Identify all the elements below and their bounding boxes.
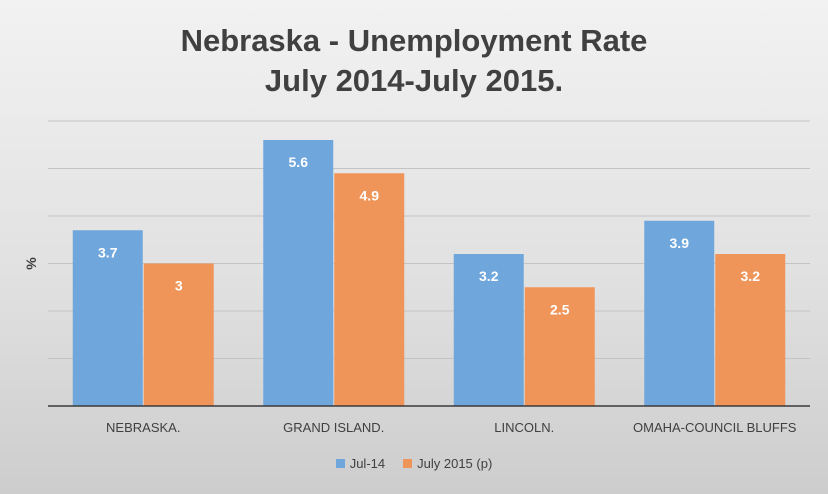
data-label: 2.5	[550, 301, 570, 317]
legend-item-july-2015: July 2015 (p)	[403, 456, 492, 471]
category-label: NEBRASKA.	[106, 420, 180, 435]
data-label: 3.2	[479, 268, 499, 284]
category-label: GRAND ISLAND.	[283, 420, 384, 435]
category-labels-group: NEBRASKA. GRAND ISLAND. LINCOLN. OMAHA-COUN…	[106, 420, 797, 435]
bar-july-2015-2	[524, 287, 595, 406]
legend-label-july-2015: July 2015 (p)	[417, 456, 493, 471]
bar-july-2015-1	[334, 173, 405, 406]
legend: Jul-14 July 2015 (p)	[0, 456, 828, 471]
bar-jul-14-0	[72, 230, 143, 406]
bar-july-2015-0	[143, 263, 214, 406]
category-label: OMAHA-COUNCIL BLUFFS	[633, 420, 797, 435]
data-label: 3.9	[670, 235, 690, 251]
y-axis-label: %	[23, 257, 39, 270]
bar-jul-14-3	[644, 220, 715, 406]
chart-title: Nebraska - Unemployment Rate	[180, 23, 648, 58]
bar-jul-14-1	[263, 140, 334, 406]
legend-item-jul-14: Jul-14	[335, 456, 386, 471]
category-label: LINCOLN.	[494, 420, 554, 435]
bar-jul-14-2	[453, 254, 524, 406]
data-label: 3.7	[98, 244, 118, 260]
bars-group	[72, 140, 786, 406]
legend-label-jul-14: Jul-14	[349, 456, 386, 471]
data-label: 4.9	[360, 187, 380, 203]
legend-swatch-july-2015	[403, 459, 413, 468]
data-labels-group: 3.7 3 5.6 4.9 3.2 2.5 3.9 3.2	[98, 154, 760, 317]
chart-subtitle: July 2014-July 2015.	[264, 63, 564, 98]
bar-july-2015-3	[715, 254, 786, 406]
data-label: 5.6	[289, 154, 309, 170]
data-label: 3.2	[741, 268, 761, 284]
data-label: 3	[175, 278, 183, 294]
legend-swatch-jul-14	[335, 459, 345, 468]
